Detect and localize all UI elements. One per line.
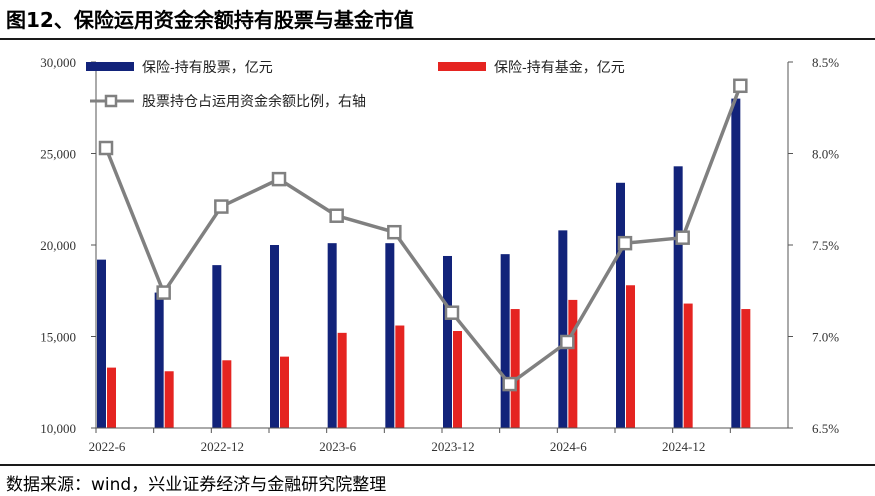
ratio-point [387,224,402,240]
ratio-point [214,199,229,214]
bar-fund [164,371,174,428]
legend: 保险-持有股票，亿元 保险-持有基金，亿元 股票持仓占运用资金余额比例，右轴 [86,59,625,110]
bar-fund [626,285,635,428]
ratio-point [444,305,460,320]
bar-stock [443,255,452,428]
ratio-point [502,376,517,392]
y-left-tick-label: 15,000 [40,330,76,345]
x-tick-label: 2023-12 [431,439,474,454]
bar-stock [212,265,222,428]
y-left-tick-label: 20,000 [40,238,76,253]
bar-fund [337,332,347,428]
bar-fund [107,367,116,428]
chart: 10,000 15,000 20,000 25,000 30,000 6.5% 7.0% 7.… [40,55,839,454]
x-tick-label: 2024-6 [550,439,587,454]
ratio-point [733,78,748,94]
bar-stock [270,245,279,428]
axes-group: 10,000 15,000 20,000 25,000 30,000 6.5% 7.0% 7.… [40,55,839,454]
y-right-tick-label: 7.0% [812,330,839,345]
ratio-point [617,235,633,251]
bar-stock [97,259,106,428]
bar-stock [327,243,337,428]
legend-swatch-fund [438,62,486,71]
ratio-point [560,334,575,350]
bars-group [97,98,751,428]
x-tick-label: 2023-6 [319,439,356,454]
figure-title: 图12、保险运用资金余额持有股票与基金市值 [6,8,414,32]
legend-label-ratio: 股票持仓占运用资金余额比例，右轴 [142,93,366,110]
legend-swatch-stock [86,62,134,71]
bar-stock [558,230,568,428]
bar-fund [568,299,578,428]
x-tick-label: 2022-12 [201,439,244,454]
y-right-tick-label: 8.5% [812,55,839,70]
y-left-tick-label: 10,000 [40,421,76,436]
ratio-point [271,171,287,187]
ratio-point [98,140,114,156]
bar-fund [510,309,520,428]
ratio-line-group [98,78,748,392]
y-right-tick-label: 6.5% [812,421,839,436]
bar-stock [154,292,164,428]
x-tick-label: 2024-12 [662,439,705,454]
bar-stock [616,182,625,428]
legend-swatch-ratio-marker [104,94,118,108]
bottom-rule [0,464,875,466]
bar-stock [500,254,510,428]
bar-stock [673,166,683,428]
bar-fund [395,325,405,428]
ratio-point [329,208,344,223]
legend-label-stock: 保险-持有股票，亿元 [142,60,273,76]
bar-fund [453,331,462,428]
bar-fund [741,309,751,428]
bar-fund [222,360,232,428]
x-tick-label: 2022-6 [89,439,126,454]
bar-fund [683,303,693,428]
source-note: 数据来源：wind，兴业证券经济与金融研究院整理 [6,475,387,495]
y-right-tick-label: 7.5% [812,238,839,253]
bar-stock [731,98,741,428]
y-left-tick-label: 25,000 [40,147,76,162]
ratio-point [675,230,690,245]
legend-label-fund: 保险-持有基金，亿元 [494,59,625,76]
bar-stock [385,243,395,428]
top-rule [0,38,875,40]
ratio-line [104,85,742,386]
y-left-tick-label: 30,000 [40,55,76,70]
ratio-point [156,285,171,300]
y-right-tick-label: 8.0% [812,147,839,162]
bar-fund [280,356,289,428]
